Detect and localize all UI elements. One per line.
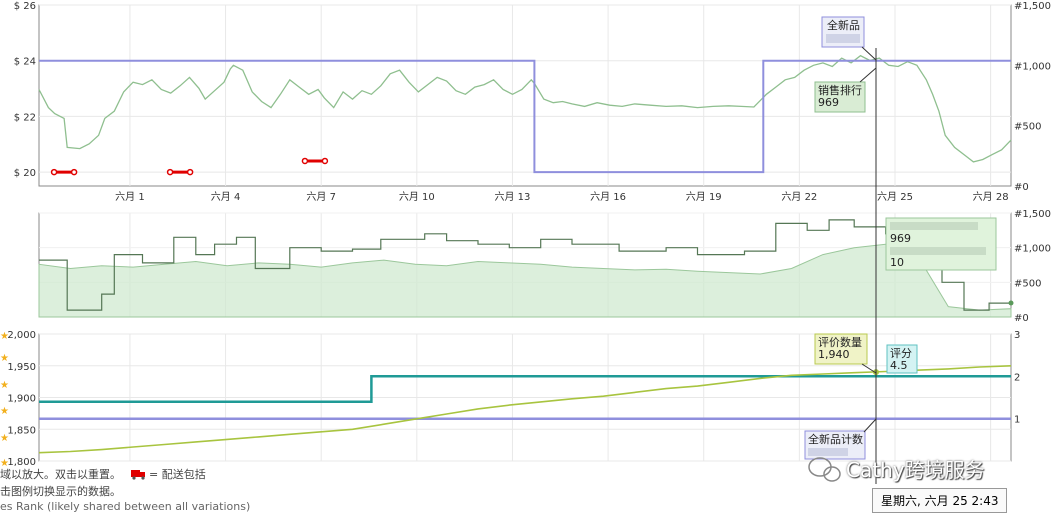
tooltip-sales-rank-value: 969 bbox=[818, 96, 839, 109]
x-tick-label: 六月 22 bbox=[781, 191, 817, 203]
tooltip-sales-rank-label: 销售排行 bbox=[818, 83, 862, 97]
series-layer bbox=[38, 54, 1014, 454]
rating-star-icons: ★ ★ ★ ★ ★ ★ bbox=[0, 331, 9, 469]
redacted-value bbox=[890, 247, 986, 255]
rating-line[interactable] bbox=[39, 375, 1011, 403]
tooltip-rating: 评分 4.5 bbox=[886, 344, 918, 374]
y-left-tick-label: 1,900 bbox=[7, 394, 36, 405]
tooltip-sales-rank-box bbox=[814, 81, 866, 113]
watermark-text: Cathy跨境服务 bbox=[846, 458, 985, 482]
x-tick-label: 六月 13 bbox=[495, 191, 531, 203]
x-tick-label: 六月 7 bbox=[306, 191, 336, 203]
y-right-tick-label: #1,500 bbox=[1014, 209, 1051, 220]
y-right-tick-label: #500 bbox=[1014, 278, 1041, 289]
y-right-tick-label: #0 bbox=[1014, 182, 1029, 193]
tooltip-reviews-box bbox=[814, 333, 868, 365]
tooltip-rating-value: 4.5 bbox=[890, 359, 908, 372]
shipping-legend-text: = 配送包括 bbox=[149, 468, 206, 481]
tooltip-new-count: 全新品计数 bbox=[804, 418, 877, 460]
tick-layer: 六月 1 六月 4 六月 7 六月 10 六月 13 六月 16 六月 19 六月 22 六月 … bbox=[7, 1, 1051, 468]
tooltip-new-price-label: 全新品 bbox=[827, 18, 860, 32]
tooltip-new-count-label: 全新品计数 bbox=[808, 432, 863, 446]
star-icon: ★ bbox=[0, 458, 9, 469]
y-right-tick-label: #0 bbox=[1014, 313, 1029, 324]
star-icon: ★ bbox=[0, 406, 9, 417]
tooltip-rank-detail: 969 10 bbox=[885, 217, 997, 271]
hover-time-box: 星期六, 六月 25 2:43 bbox=[872, 488, 1008, 513]
tooltip-new-price: 全新品 bbox=[821, 16, 877, 61]
tooltip-connector bbox=[859, 67, 877, 83]
y-right-tick-label: #1,500 bbox=[1014, 1, 1051, 12]
sales-rank-note: es Rank (likely shared between all varia… bbox=[0, 500, 251, 513]
y-left-tick-label: 1,800 bbox=[7, 457, 36, 468]
x-tick-label: 六月 25 bbox=[877, 191, 913, 203]
y-right-tick-label: #1,000 bbox=[1014, 244, 1051, 255]
x-tick-label: 六月 19 bbox=[686, 191, 722, 203]
x-tick-label: 六月 16 bbox=[590, 191, 626, 203]
star-icon: ★ bbox=[0, 433, 9, 444]
x-tick-label: 六月 4 bbox=[211, 191, 241, 203]
x-tick-label: 六月 28 bbox=[973, 191, 1009, 203]
y-right-tick-label: #500 bbox=[1014, 122, 1041, 133]
tooltip-reviews-label: 评价数量 bbox=[818, 336, 862, 349]
tooltip-rank-detail-count: 10 bbox=[890, 256, 904, 269]
y-right-tick-label: 2 bbox=[1014, 372, 1020, 383]
tooltip-rating-box bbox=[886, 344, 918, 374]
deal-marker-dot bbox=[321, 157, 329, 165]
deal-marker-dot bbox=[70, 168, 78, 176]
star-icon: ★ bbox=[0, 380, 9, 391]
y-left-tick-label: 2,000 bbox=[7, 330, 36, 341]
tooltip-sales-rank: 销售排行 969 bbox=[814, 67, 877, 113]
deal-marker-dot bbox=[50, 168, 58, 176]
wechat-logo-icon bbox=[808, 457, 841, 482]
redacted-value bbox=[808, 448, 848, 456]
redacted-value bbox=[826, 34, 860, 43]
truck-icon bbox=[131, 470, 145, 480]
y-left-tick-label: $ 24 bbox=[14, 57, 36, 68]
rank-detail-line[interactable] bbox=[39, 219, 1011, 311]
y-left-tick-label: 1,850 bbox=[7, 425, 36, 436]
y-left-tick-label: 1,950 bbox=[7, 362, 36, 373]
deal-marker-dot bbox=[186, 168, 194, 176]
y-left-tick-label: $ 26 bbox=[14, 1, 36, 12]
reviews-count-line[interactable] bbox=[38, 365, 1012, 454]
y-right-tick-label: #1,000 bbox=[1014, 61, 1051, 72]
tooltip-connector bbox=[863, 418, 877, 433]
y-right-tick-label: 3 bbox=[1014, 330, 1020, 341]
x-tick-label: 六月 10 bbox=[399, 191, 435, 203]
y-right-tick-label: 1 bbox=[1014, 415, 1020, 426]
deal-marker-dot bbox=[166, 168, 174, 176]
tooltip-rating-label: 评分 bbox=[890, 347, 912, 360]
tooltip-reviews: 评价数量 1,940 bbox=[814, 333, 877, 374]
tooltip-connector bbox=[861, 363, 877, 374]
sales-rank-line[interactable] bbox=[38, 54, 1012, 163]
y-left-tick-label: $ 22 bbox=[14, 112, 36, 123]
star-icon: ★ bbox=[0, 331, 9, 342]
y-left-tick-label: $ 20 bbox=[14, 168, 36, 179]
new-price-line[interactable] bbox=[39, 59, 1011, 174]
star-icon: ★ bbox=[0, 353, 9, 364]
tooltip-rank-detail-value: 969 bbox=[890, 232, 911, 245]
redacted-value bbox=[890, 222, 978, 230]
legend-toggle-hint-text: 击图例切换显示的数据。 bbox=[0, 485, 121, 498]
tooltip-reviews-value: 1,940 bbox=[818, 348, 850, 361]
x-tick-label: 六月 1 bbox=[115, 191, 145, 203]
deal-marker-dot bbox=[301, 157, 309, 165]
tooltip-connector bbox=[861, 46, 877, 61]
zoom-hint-text: 域以放大。双击以重置。 bbox=[0, 468, 121, 481]
hover-dot bbox=[1008, 300, 1014, 306]
